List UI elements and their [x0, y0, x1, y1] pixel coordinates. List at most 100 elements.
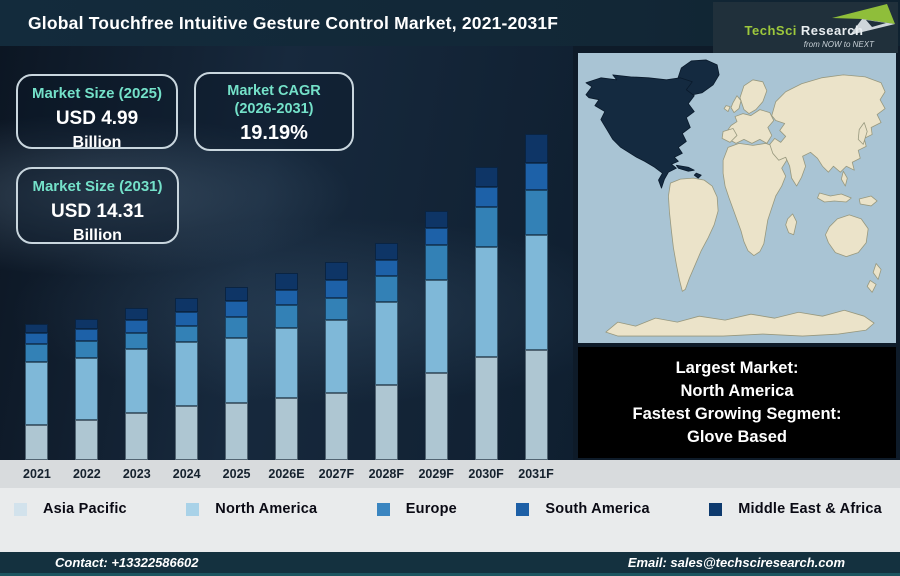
x-axis-label-2022: 2022 — [72, 467, 101, 481]
market-cagr-box: Market CAGR (2026-2031) 19.19% — [194, 72, 354, 151]
bar-segment — [324, 298, 348, 320]
bar-stack-2021 — [25, 324, 49, 460]
bar-segment — [524, 163, 548, 190]
bar-segment — [25, 324, 49, 333]
legend-swatch-icon — [709, 502, 723, 516]
legend-label: North America — [215, 501, 318, 517]
bar-segment — [474, 357, 498, 460]
legend-item: Europe — [376, 501, 457, 517]
bar-segment — [424, 280, 448, 373]
market-cagr-title-line1: Market CAGR — [227, 83, 321, 99]
techsci-logo: TechSci Research from NOW to NEXT — [713, 2, 898, 53]
x-axis-label-2023: 2023 — [122, 467, 151, 481]
footer-email: Email: sales@techsciresearch.com — [627, 555, 845, 570]
x-axis-labels: 2021 2022 2023 2024 2025 2026E 2027F 2028F 2029F… — [0, 460, 573, 488]
main-area: Market Size (2025) USD 4.99 Billion Mark… — [0, 46, 900, 460]
bar-segment — [524, 190, 548, 235]
bar-segment — [25, 425, 49, 460]
bar-stack-2029F — [424, 211, 448, 460]
logo-arrow-icon — [832, 4, 895, 35]
x-axis-label-2021: 2021 — [23, 467, 51, 481]
bar-column-2030F — [461, 46, 511, 460]
bar-segment — [75, 358, 99, 420]
market-size-2031-title: Market Size (2031) — [32, 178, 163, 195]
x-axis-label-2030F: 2030F — [468, 467, 504, 481]
legend-item: North America — [186, 501, 317, 517]
bar-segment — [274, 273, 298, 290]
bar-segment — [474, 167, 498, 187]
bar-segment — [324, 262, 348, 280]
bar-segment — [75, 319, 99, 329]
bar-segment — [175, 326, 199, 342]
legend-swatch-icon — [14, 502, 27, 516]
bar-segment — [274, 305, 298, 328]
bar-segment — [274, 328, 298, 398]
bar-segment — [175, 298, 199, 312]
x-axis-label-2025: 2025 — [222, 467, 251, 481]
page-title: Global Touchfree Intuitive Gesture Contr… — [28, 12, 559, 33]
bar-segment — [424, 245, 448, 280]
bar-stack-2027F — [324, 262, 348, 460]
bar-segment — [524, 235, 548, 350]
bar-segment — [324, 320, 348, 393]
bar-segment — [424, 373, 448, 460]
bar-segment — [75, 341, 99, 358]
logo-brand-secondary: Research — [800, 23, 864, 38]
bar-segment — [125, 308, 149, 320]
bar-segment — [474, 187, 498, 207]
bar-stack-2026E — [274, 273, 298, 460]
legend-item: South America — [516, 501, 650, 517]
legend-label: Europe — [405, 501, 457, 517]
bar-column-2022 — [62, 46, 112, 460]
bar-segment — [25, 333, 49, 344]
bar-segment — [424, 211, 448, 228]
bar-segment — [225, 338, 249, 403]
bar-segment — [75, 420, 99, 460]
market-cagr-title-line2: (2026-2031) — [234, 101, 314, 117]
legend-swatch-icon — [516, 502, 530, 516]
bar-segment — [25, 344, 49, 362]
bar-column-2023 — [112, 46, 162, 460]
market-size-2031-box: Market Size (2031) USD 14.31 Billion — [16, 167, 179, 244]
bar-segment — [374, 302, 398, 385]
legend-label: South America — [545, 501, 650, 517]
bar-segment — [125, 320, 149, 333]
bar-segment — [274, 290, 298, 305]
bar-column-2027F — [311, 46, 361, 460]
bar-column-2031F — [511, 46, 561, 460]
bar-segment — [75, 329, 99, 341]
bar-segment — [125, 349, 149, 413]
callout-line-1: Largest Market: — [675, 358, 799, 377]
bar-segment — [225, 287, 249, 301]
callout-line-3: Fastest Growing Segment: — [632, 404, 842, 423]
logo-brand-primary: TechSci — [744, 23, 797, 38]
bar-segment — [175, 312, 199, 326]
bar-segment — [424, 228, 448, 245]
market-size-2025-box: Market Size (2025) USD 4.99 Billion — [16, 74, 178, 151]
bar-column-2026E — [262, 46, 312, 460]
bar-segment — [374, 243, 398, 260]
bar-segment — [524, 134, 548, 163]
x-axis-label-2029F: 2029F — [418, 467, 454, 481]
map-north-america-highlight — [585, 59, 720, 189]
legend-item: Middle East & Africa — [709, 501, 882, 517]
bar-segment — [175, 342, 199, 406]
bar-segment — [225, 317, 249, 338]
bar-segment — [324, 280, 348, 298]
footer-contact: Contact: +13322586602 — [55, 555, 199, 570]
bar-segment — [524, 350, 548, 460]
x-axis-label-2024: 2024 — [172, 467, 201, 481]
market-size-2031-value: USD 14.31 — [51, 201, 144, 222]
bar-stack-2023 — [125, 308, 149, 460]
legend-swatch-icon — [376, 502, 390, 516]
bar-segment — [274, 398, 298, 460]
callout-line-4: Glove Based — [687, 427, 787, 446]
bar-column-2025 — [212, 46, 262, 460]
callout-line-2: North America — [680, 381, 794, 400]
bar-segment — [125, 333, 149, 349]
bar-segment — [474, 247, 498, 357]
chart-legend: Asia Pacific North America Europe South Ame… — [0, 488, 900, 552]
market-size-2025-unit: Billion — [72, 134, 122, 151]
x-axis-strip: 2021 2022 2023 2024 2025 2026E 2027F 2028F 2029F… — [0, 460, 900, 488]
market-cagr-value: 19.19% — [240, 122, 308, 144]
